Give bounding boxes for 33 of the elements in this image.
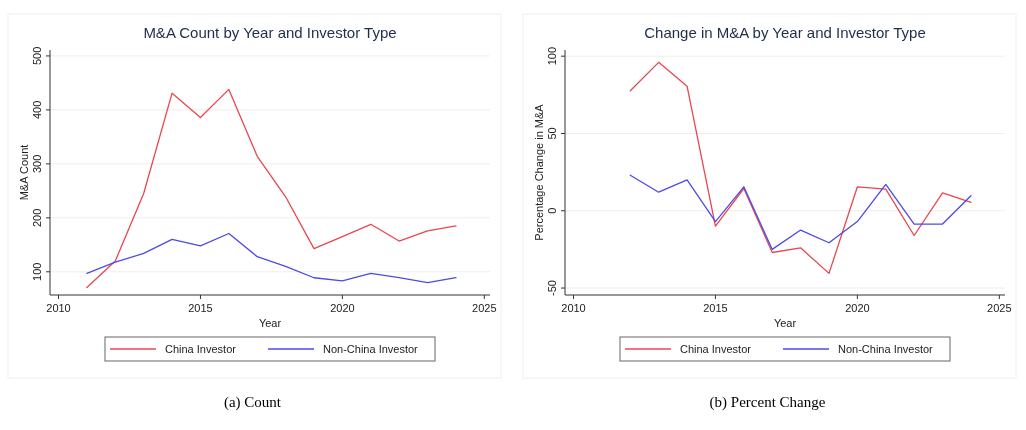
chart-title: M&A Count by Year and Investor Type [143, 24, 397, 41]
x-tick-label: 2010 [46, 302, 71, 314]
x-tick-label: 2020 [330, 302, 355, 314]
legend-label: China Investor [680, 343, 752, 355]
x-tick-label: 2015 [703, 302, 728, 314]
legend-label: China Investor [165, 343, 237, 355]
y-tick-label: 50 [546, 127, 558, 140]
x-tick-label: 2015 [188, 302, 213, 314]
text: (b) Percent Change [709, 394, 826, 411]
line-series [629, 61, 972, 275]
legend-label: Non-China Investor [838, 343, 934, 355]
x-tick-label: 2010 [561, 302, 586, 314]
y-tick-label: 300 [31, 154, 43, 174]
y-tick-label: 500 [31, 46, 43, 66]
line-series [629, 174, 972, 251]
y-tick-label: 100 [546, 47, 558, 66]
x-tick-label: 2025 [987, 302, 1012, 314]
x-tick-label: 2025 [472, 302, 497, 314]
y-tick-label: 0 [546, 207, 558, 214]
y-tick-label: 200 [31, 208, 43, 228]
text: (a) Count [223, 394, 282, 411]
chart-title: Change in M&A by Year and Investor Type [644, 24, 926, 41]
x-axis-title: Year [258, 317, 282, 329]
y-tick-label: 400 [31, 100, 43, 120]
y-axis-title: Percentage Change in M&A [533, 103, 545, 241]
legend-label: Non-China Investor [323, 343, 419, 355]
y-tick-label: 100 [31, 262, 43, 281]
line-series [86, 88, 457, 289]
y-axis-title: M&A Count [18, 144, 30, 201]
line-series [86, 232, 457, 284]
x-axis-title: Year [773, 317, 797, 329]
x-tick-label: 2020 [845, 302, 870, 314]
y-tick-label: -50 [546, 280, 558, 296]
